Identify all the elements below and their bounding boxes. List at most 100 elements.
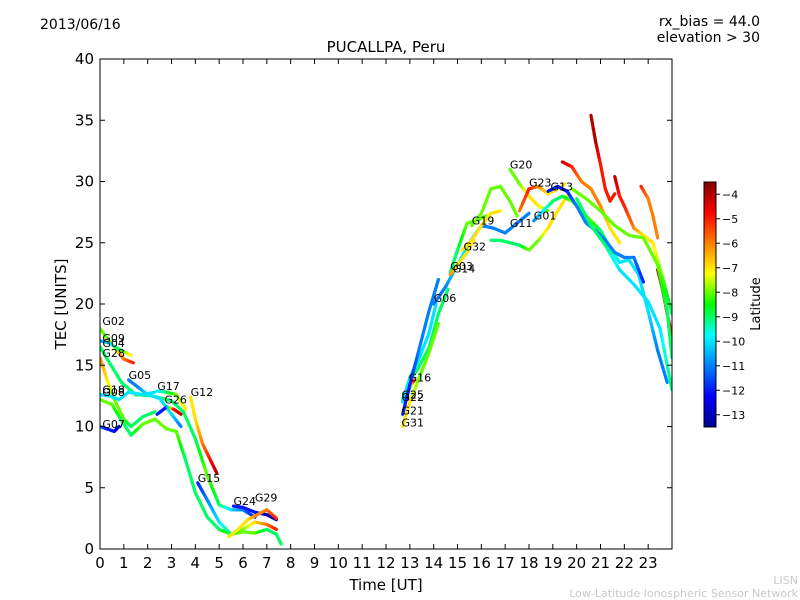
series-track-35 (575, 197, 672, 392)
colorbar-tick-label: −8 (722, 286, 738, 299)
x-tick-label: 3 (167, 554, 177, 572)
track-segment (658, 326, 664, 341)
y-tick-label: 40 (75, 50, 94, 68)
colorbar-tick-label: −11 (722, 360, 745, 373)
series-label-g08: G08 (102, 386, 125, 399)
footer-org-name: Low-Latitude Ionospheric Sensor Network (569, 587, 798, 600)
series-label-g05: G05 (129, 369, 152, 382)
series-track-32 (639, 184, 660, 240)
track-segment (412, 378, 417, 383)
track-segment (182, 405, 188, 411)
track-segment (664, 375, 669, 384)
track-segment (616, 238, 622, 245)
colorbar-tick-label: −10 (722, 335, 745, 348)
series-G14 (448, 238, 476, 277)
series-label-g20: G20 (510, 158, 533, 171)
series-G05 (127, 378, 183, 429)
series-label-g17: G17 (157, 380, 180, 393)
series-label-g28: G28 (102, 347, 125, 360)
series-G32 (460, 209, 502, 252)
colorbar-tick-label: −13 (722, 409, 745, 422)
series-G26 (155, 405, 183, 416)
track-segment (151, 410, 157, 415)
track-segment (471, 238, 476, 244)
bias-info: rx_bias = 44.0 elevation > 30 (657, 14, 760, 46)
series-label-g12: G12 (191, 386, 214, 399)
data-marks (100, 113, 672, 546)
series-label-g24: G24 (234, 495, 257, 508)
colorbar (703, 181, 717, 428)
track-segment (433, 302, 438, 311)
x-tick-label: 4 (191, 554, 201, 572)
x-tick-label: 21 (591, 554, 610, 572)
track-segment (655, 232, 660, 240)
x-tick-label: 20 (567, 554, 586, 572)
track-segment (664, 357, 670, 371)
series-label-g16: G16 (409, 371, 432, 384)
x-tick-label: 23 (639, 554, 658, 572)
series-label-g22: G22 (402, 391, 425, 404)
elevation-label: elevation > 30 (656, 30, 760, 46)
track-segment (544, 208, 550, 213)
series-label-g06: G06 (434, 292, 457, 305)
track-segment (525, 211, 531, 217)
date-label: 2013/06/16 (40, 17, 121, 33)
series-track-34 (570, 187, 672, 360)
track-segment (177, 422, 183, 429)
series-G12 (188, 395, 219, 475)
plot-frame (99, 58, 673, 550)
series-label-g26: G26 (164, 393, 187, 406)
x-tick-label: 17 (496, 554, 515, 572)
x-tick-label: 16 (472, 554, 491, 572)
track-segment (130, 360, 135, 365)
x-tick-label: 1 (119, 554, 129, 572)
y-tick-label: 30 (75, 173, 94, 191)
x-tick-label: 18 (519, 554, 538, 572)
colorbar-tick-label: −12 (722, 384, 745, 397)
series-G17 (155, 389, 188, 411)
colorbar-tick-label: −7 (722, 262, 738, 275)
series-label-g15: G15 (198, 472, 221, 485)
series-G19 (470, 184, 519, 228)
series-label-g21: G21 (402, 405, 425, 418)
x-tick-label: 13 (400, 554, 419, 572)
colorbar-label: Latitude (749, 277, 764, 331)
y-tick-label: 5 (84, 479, 94, 497)
series-label-g29: G29 (255, 491, 278, 504)
series-G03 (448, 214, 488, 274)
x-tick-label: 7 (262, 554, 272, 572)
footer: LISN Low-Latitude Ionospheric Sensor Net… (569, 574, 798, 600)
series-track-31 (613, 175, 672, 316)
series-G23 (517, 182, 567, 213)
chart-title: PUCALLPA, Peru (327, 38, 446, 56)
track-segment (666, 367, 672, 382)
track-segment (660, 337, 666, 351)
series-G08 (100, 397, 283, 546)
track-segment (435, 322, 441, 331)
y-tick-label: 25 (75, 234, 94, 252)
track-segment (640, 276, 646, 284)
rx-bias-label: rx_bias = 44.0 (658, 14, 760, 30)
series-label-g01: G01 (534, 210, 557, 223)
series-G22 (401, 302, 438, 404)
y-tick-label: 10 (75, 418, 94, 436)
track-segment (213, 469, 219, 475)
series-label-g32: G32 (464, 240, 487, 253)
series-label-g13: G13 (551, 180, 574, 193)
x-tick-label: 8 (286, 554, 296, 572)
x-tick-label: 2 (143, 554, 153, 572)
series-track-30 (589, 113, 617, 203)
x-tick-label: 19 (543, 554, 562, 572)
track-segment (273, 526, 278, 532)
series-label-g11: G11 (510, 217, 533, 230)
y-tick-label: 20 (75, 295, 94, 313)
colorbar-tick-label: −5 (722, 213, 738, 226)
y-tick-label: 0 (84, 540, 94, 558)
series-G21 (401, 277, 441, 416)
series-label-g18: G18 (102, 384, 125, 397)
track-segment (612, 192, 617, 197)
x-tick-label: 14 (424, 554, 443, 572)
series-label-g04: G04 (102, 337, 125, 350)
series-G09 (100, 339, 133, 358)
series-G01 (532, 194, 669, 384)
